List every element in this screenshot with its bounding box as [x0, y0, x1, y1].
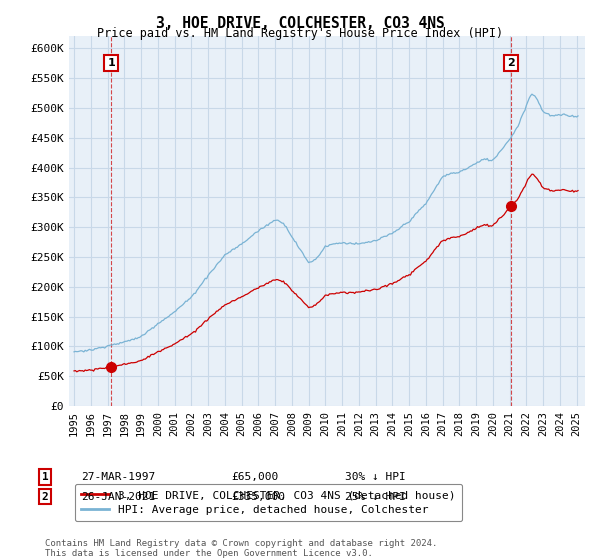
Text: £335,000: £335,000 [231, 492, 285, 502]
Text: 26-JAN-2021: 26-JAN-2021 [81, 492, 155, 502]
Text: 1: 1 [107, 58, 115, 68]
Text: £65,000: £65,000 [231, 472, 278, 482]
Legend: 3, HOE DRIVE, COLCHESTER, CO3 4NS (detached house), HPI: Average price, detached: 3, HOE DRIVE, COLCHESTER, CO3 4NS (detac… [74, 484, 462, 521]
Text: 2: 2 [507, 58, 515, 68]
Text: 2: 2 [41, 492, 49, 502]
Text: 1: 1 [41, 472, 49, 482]
Text: 25% ↓ HPI: 25% ↓ HPI [345, 492, 406, 502]
Text: 30% ↓ HPI: 30% ↓ HPI [345, 472, 406, 482]
Text: Contains HM Land Registry data © Crown copyright and database right 2024.
This d: Contains HM Land Registry data © Crown c… [45, 539, 437, 558]
Text: 3, HOE DRIVE, COLCHESTER, CO3 4NS: 3, HOE DRIVE, COLCHESTER, CO3 4NS [155, 16, 445, 31]
Text: Price paid vs. HM Land Registry's House Price Index (HPI): Price paid vs. HM Land Registry's House … [97, 27, 503, 40]
Text: 27-MAR-1997: 27-MAR-1997 [81, 472, 155, 482]
